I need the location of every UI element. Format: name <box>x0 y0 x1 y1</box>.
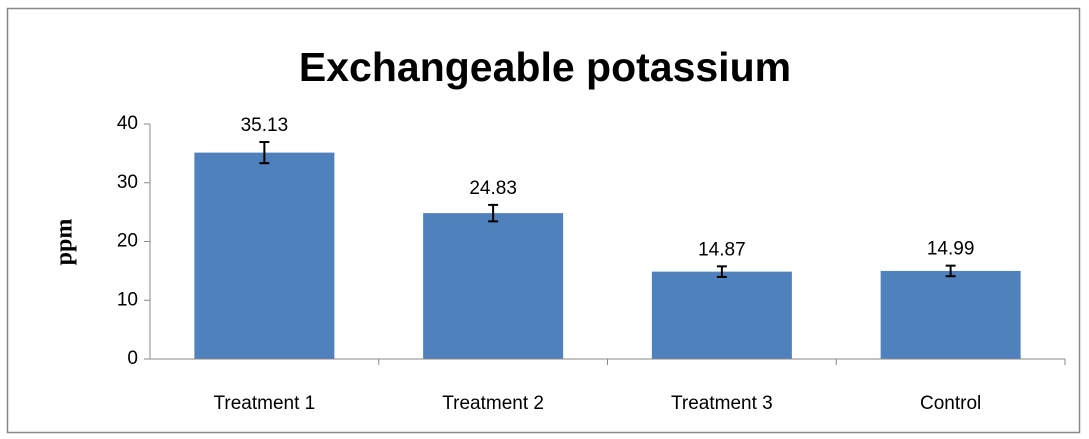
bar <box>194 152 335 359</box>
bar <box>423 213 564 359</box>
y-tick-label: 10 <box>117 289 138 310</box>
data-label: 24.83 <box>469 178 517 199</box>
y-tick-label: 40 <box>117 113 138 134</box>
bar <box>880 270 1021 359</box>
y-tick-label: 30 <box>117 172 138 193</box>
y-tick-label: 0 <box>127 348 138 369</box>
y-axis-label: ppm <box>52 219 78 266</box>
bar <box>651 271 792 359</box>
x-tick-label: Treatment 1 <box>214 393 316 414</box>
x-tick-label: Treatment 2 <box>442 393 544 414</box>
data-label: 35.13 <box>241 115 289 136</box>
chart-title: Exchangeable potassium <box>299 44 791 90</box>
data-label: 14.87 <box>698 239 746 260</box>
data-label: 14.99 <box>927 239 975 260</box>
x-tick-label: Control <box>920 393 981 414</box>
x-tick-label: Treatment 3 <box>671 393 773 414</box>
y-tick-label: 20 <box>117 231 138 252</box>
